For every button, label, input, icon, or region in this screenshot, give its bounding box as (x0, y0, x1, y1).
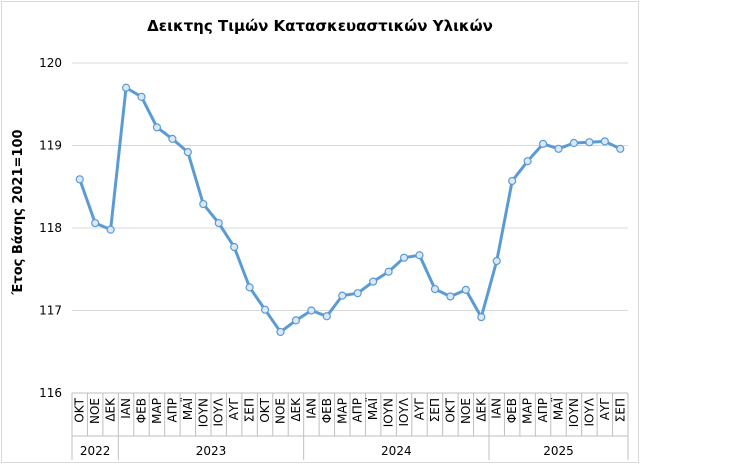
x-tick-label: ΜΑΡ (521, 398, 535, 424)
data-point (523, 157, 532, 166)
x-tick-label: ΔΕΚ (104, 397, 118, 422)
x-tick-label: ΑΥΓ (598, 398, 612, 421)
data-point (230, 242, 239, 252)
y-tick-label: 117 (39, 304, 62, 318)
y-tick-label: 119 (39, 139, 62, 153)
data-point (538, 139, 548, 148)
x-tick-label: ΑΠΡ (165, 398, 179, 422)
data-point (477, 313, 486, 322)
x-tick-label: ΜΑΡ (335, 398, 349, 424)
x-tick-label: ΣΕΠ (243, 398, 257, 422)
y-tick-label: 116 (39, 386, 62, 400)
x-tick-label: ΦΕΒ (135, 398, 149, 423)
x-tick-label: ΙΑΝ (304, 398, 318, 419)
x-tick-label: ΟΚΤ (73, 397, 87, 422)
x-tick-label: ΑΠΡ (536, 398, 550, 422)
data-point (585, 138, 594, 147)
y-axis-label: Έτος Βάσης 2021=100 (11, 129, 26, 295)
data-point (199, 199, 208, 209)
data-point (569, 138, 579, 148)
x-tick-label: ΝΟΕ (88, 398, 102, 424)
x-tick-label: ΑΥΓ (227, 398, 241, 421)
x-tick-label: ΜΑΪ (180, 398, 195, 421)
x-group-label: 2023 (196, 444, 227, 458)
x-tick-label: ΙΟΥΛ (397, 397, 411, 426)
data-point (291, 316, 301, 325)
x-tick-label: ΜΑΪ (551, 398, 566, 421)
data-point (399, 253, 409, 262)
x-tick-label: ΝΟΕ (274, 398, 288, 424)
x-tick-label: ΙΑΝ (119, 398, 133, 419)
data-point (384, 267, 393, 276)
x-tick-label: ΦΕΒ (320, 398, 334, 423)
x-tick-label: ΟΚΤ (443, 397, 457, 422)
x-tick-label: ΙΑΝ (490, 398, 504, 419)
x-tick-label: ΙΟΥΝ (196, 398, 210, 427)
x-tick-label: ΙΟΥΛ (582, 397, 596, 426)
data-point (415, 251, 424, 260)
x-tick-label: ΑΠΡ (351, 398, 365, 422)
x-tick-label: ΔΕΚ (289, 397, 303, 422)
data-point (446, 292, 455, 301)
data-point (322, 312, 331, 321)
y-tick-label: 120 (39, 56, 62, 70)
data-point (245, 283, 254, 292)
data-point (353, 289, 362, 298)
data-point (369, 277, 378, 286)
data-point (616, 144, 625, 153)
data-point (168, 134, 177, 143)
data-point (91, 218, 100, 228)
chart-title: Δεικτης Τιμών Κατασκευαστικών Υλικών (147, 17, 493, 35)
x-tick-label: ΜΑΪ (365, 398, 380, 421)
x-tick-label: ΙΟΥΝ (567, 398, 581, 427)
x-tick-label: ΝΟΕ (459, 398, 473, 424)
data-point (260, 305, 270, 314)
x-tick-label: ΟΚΤ (258, 397, 272, 422)
x-group-label: 2025 (543, 444, 574, 458)
x-tick-label: ΙΟΥΝ (382, 398, 396, 427)
data-point (307, 306, 316, 315)
x-tick-label: ΣΕΠ (613, 398, 627, 422)
x-group-label: 2024 (381, 444, 412, 458)
y-tick-label: 118 (39, 221, 62, 235)
x-tick-label: ΜΑΡ (150, 398, 164, 424)
data-point (276, 327, 285, 337)
data-point (461, 285, 470, 294)
x-tick-label: ΙΟΥΛ (212, 397, 226, 426)
data-point (121, 83, 131, 92)
data-point (75, 175, 84, 184)
x-tick-label: ΣΕΠ (428, 398, 442, 422)
data-point (430, 284, 440, 294)
x-group-label: 2022 (80, 444, 111, 458)
data-point (183, 148, 192, 157)
data-point (492, 256, 501, 266)
data-point (137, 92, 146, 101)
data-point (214, 218, 223, 228)
data-point (152, 123, 162, 132)
data-point (508, 176, 517, 186)
data-point (600, 137, 609, 146)
data-point (554, 144, 563, 153)
data-point (106, 225, 115, 234)
x-tick-label: ΑΥΓ (413, 398, 427, 421)
x-tick-label: ΔΕΚ (474, 397, 488, 422)
data-point (338, 291, 347, 300)
x-tick-label: ΦΕΒ (505, 398, 519, 423)
